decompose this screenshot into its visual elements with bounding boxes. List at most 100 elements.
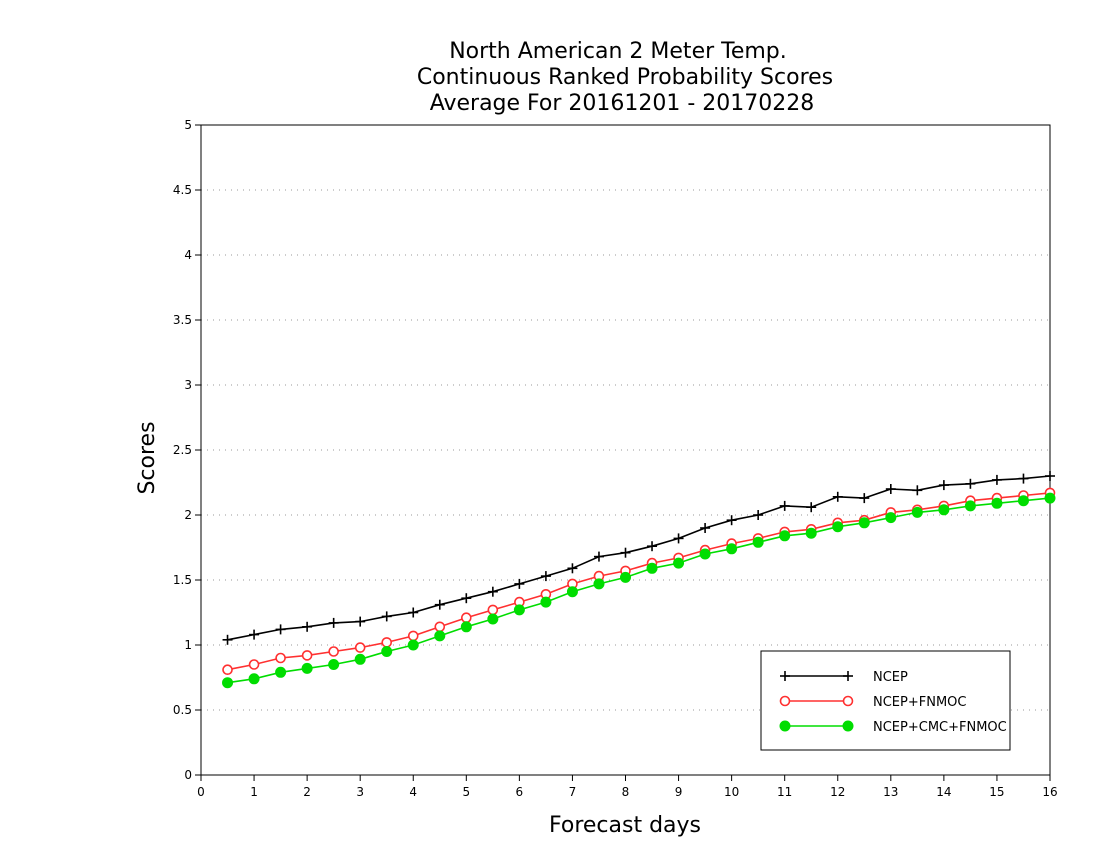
data-point-plus [832,491,843,502]
x-tick-label: 7 [569,785,577,799]
data-point-filled-circle [354,653,366,665]
data-point-plus [434,599,445,610]
data-point-plus [514,578,525,589]
data-point-filled-circle [885,512,897,524]
data-point-filled-circle [842,720,854,732]
data-point-filled-circle [434,630,446,642]
data-point-filled-circle [805,527,817,539]
data-point-plus [302,621,313,632]
data-point-plus [965,478,976,489]
data-point-filled-circle [858,517,870,529]
data-point-filled-circle [328,659,340,670]
y-tick-label: 1.5 [173,573,192,587]
x-tick-label: 15 [989,785,1004,799]
data-point-filled-circle [752,536,764,548]
data-point-filled-circle [726,543,738,555]
data-point-plus [885,484,896,494]
data-point-filled-circle [779,530,791,542]
data-point-filled-circle [248,673,260,685]
data-point-filled-circle [566,586,578,598]
grid-lines [201,189,1050,711]
data-point-plus [753,510,764,520]
legend-label: NCEP+FNMOC [873,695,966,710]
data-point-open-circle [248,659,260,670]
x-tick-label: 9 [675,785,683,799]
chart-title-line-2: Continuous Ranked Probability Scores [417,65,833,90]
data-point-filled-circle [991,497,1003,509]
data-point-filled-circle [673,557,685,569]
data-point-filled-circle [964,500,976,512]
y-axis-label: Scores [135,421,160,494]
series-line [227,475,1051,641]
y-tick-label: 1 [184,638,192,652]
chart-title-line-3: Average For 20161201 - 20170228 [430,91,815,116]
chart-title-line-1: North American 2 Meter Temp. [449,39,787,64]
x-tick-label: 5 [462,785,470,799]
data-point-open-circle [301,650,313,661]
data-point-plus [780,671,790,681]
data-point-plus [487,586,498,597]
data-point-open-circle [461,612,472,624]
data-point-plus [806,502,817,513]
data-point-filled-circle [699,548,711,560]
data-point-plus [249,629,260,640]
y-tick-label: 4.5 [173,183,192,197]
data-point-plus [991,474,1002,485]
data-point-open-circle [381,637,393,648]
data-point-open-circle [487,604,499,616]
data-point-filled-circle [1017,495,1029,507]
data-point-filled-circle [513,604,525,616]
data-point-filled-circle [301,662,313,674]
x-tick-label: 1 [250,785,258,799]
data-point-plus [859,493,870,504]
x-tick-label: 3 [356,785,364,799]
data-point-filled-circle [832,521,844,533]
data-point-plus [647,541,658,552]
data-point-plus [938,480,949,491]
data-point-filled-circle [487,613,499,625]
data-point-open-circle [222,664,233,676]
y-tick-label: 3.5 [173,313,192,327]
data-point-plus [461,593,472,604]
series-line [227,492,1051,671]
legend-entry: NCEP+CMC+FNMOC [779,720,1007,735]
data-point-plus [673,533,684,544]
data-point-filled-circle [938,504,950,516]
data-point-filled-circle [593,578,605,590]
x-tick-label: 13 [883,785,898,799]
data-point-open-circle [407,630,419,642]
data-point-filled-circle [1044,492,1056,504]
data-point-plus [222,634,233,645]
data-point-plus [779,500,790,511]
data-point-plus [408,607,419,618]
data-point-plus [381,611,392,622]
x-tick-label: 14 [936,785,951,799]
x-tick-label: 8 [622,785,630,799]
x-tick-label: 12 [830,785,845,799]
series-ncep-fnmoc [222,487,1056,676]
data-point-open-circle [779,695,791,707]
legend-label: NCEP+CMC+FNMOC [873,720,1007,735]
x-axis-label: Forecast days [549,813,701,838]
series-ncep [222,471,1055,645]
data-point-plus [620,547,631,558]
data-point-open-circle [434,621,446,633]
y-tick-label: 3 [184,378,192,392]
data-point-plus [1018,473,1029,484]
series-ncep-cmc-fnmoc [222,492,1056,689]
data-point-plus [912,485,923,496]
data-point-filled-circle [222,677,234,689]
data-point-plus [355,616,366,627]
y-tick-label: 0 [184,768,192,782]
x-tick-label: 4 [409,785,417,799]
y-tick-label: 2.5 [173,443,192,457]
legend-entry: NCEP+FNMOC [779,695,966,710]
data-point-plus [843,671,853,681]
y-tick-label: 4 [184,248,192,262]
data-point-plus [726,515,737,526]
data-point-plus [1045,471,1055,481]
data-point-filled-circle [381,646,393,657]
data-point-open-circle [275,652,286,664]
axis-ticks: 00.511.522.533.544.550 1 2 3 4 5 6 7 8 9 10 11 12 13 1… [173,118,1058,799]
